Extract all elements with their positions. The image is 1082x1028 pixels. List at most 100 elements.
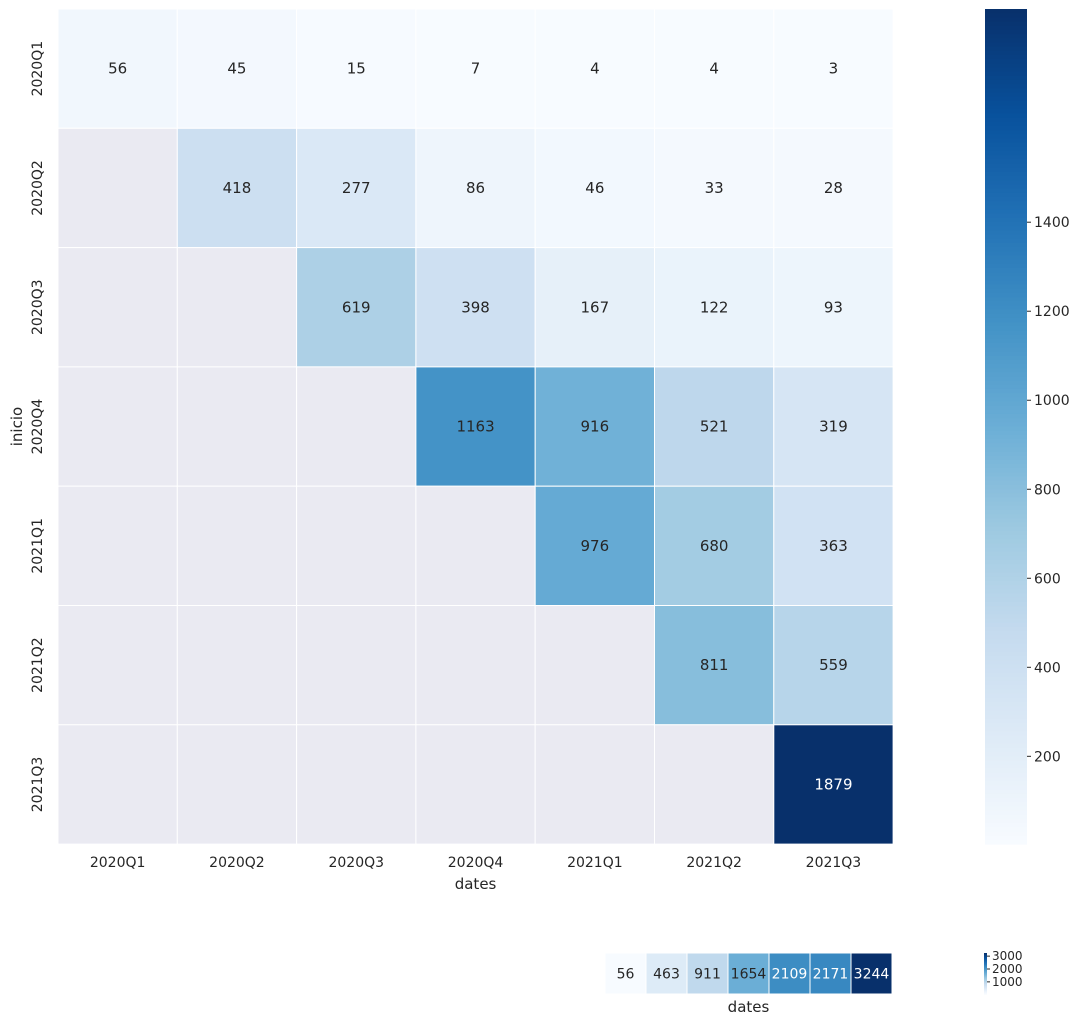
strip-colorbar-segment — [984, 974, 987, 977]
strip-cell — [727, 952, 770, 995]
strip-colorbar-segment — [984, 970, 987, 973]
colorbar-segment — [985, 284, 1027, 290]
colorbar-segment — [985, 522, 1027, 528]
heatmap-missing-cell — [57, 724, 178, 845]
colorbar-segment — [985, 21, 1027, 27]
colorbar-segment — [985, 597, 1027, 603]
colorbar-segment — [985, 589, 1027, 595]
strip-colorbar-segment — [984, 981, 987, 984]
strip-colorbar-segment — [984, 965, 987, 967]
colorbar-segment — [985, 802, 1027, 808]
heatmap-missing-cell — [296, 485, 417, 607]
colorbar-segment — [985, 230, 1027, 236]
colorbar-segment — [985, 88, 1027, 94]
colorbar-segment — [985, 46, 1027, 52]
strip-colorbar-segment — [984, 992, 987, 995]
heatmap-missing-cell — [415, 485, 536, 607]
colorbar-segment — [985, 752, 1027, 757]
colorbar-segment — [985, 17, 1027, 23]
strip-colorbar-segment — [984, 966, 987, 968]
heatmap-missing-cell — [57, 366, 178, 487]
colorbar-segment — [985, 176, 1027, 181]
colorbar-segment — [985, 447, 1027, 453]
colorbar-tick-label: 1000 — [1034, 393, 1070, 409]
heatmap-cell-label: 56 — [108, 60, 127, 78]
colorbar-segment — [985, 773, 1027, 778]
heatmap-missing-cell — [534, 724, 656, 845]
colorbar-segment — [985, 96, 1027, 102]
strip-colorbar-segment — [984, 976, 987, 979]
colorbar-segment — [985, 338, 1027, 344]
colorbar-segment — [985, 722, 1027, 728]
strip-colorbar-segment — [984, 959, 987, 961]
heatmap-cell-label: 319 — [819, 418, 848, 436]
x-tick-label: 2020Q4 — [448, 855, 504, 871]
colorbar-segment — [985, 155, 1027, 160]
strip-colorbar-segment — [984, 986, 987, 989]
heatmap-cell-label: 398 — [461, 298, 490, 316]
colorbar-segment — [985, 363, 1027, 369]
colorbar-tick-label: 400 — [1034, 660, 1061, 676]
heatmap-cell — [415, 366, 536, 487]
colorbar-segment — [985, 426, 1027, 432]
y-tick-label: 2020Q2 — [30, 160, 46, 216]
colorbar-segment — [985, 530, 1027, 536]
strip-colorbar-segment — [984, 971, 987, 974]
colorbar-segment — [985, 493, 1027, 499]
strip-colorbar-segment — [984, 968, 987, 970]
colorbar-segment — [985, 150, 1027, 156]
colorbar-segment — [985, 631, 1027, 636]
colorbar-segment — [985, 697, 1027, 703]
y-axis-label: inicio — [8, 407, 26, 446]
colorbar-segment — [985, 618, 1027, 624]
heatmap-cell — [415, 127, 536, 249]
colorbar-segment — [985, 301, 1027, 307]
colorbar-segment — [985, 171, 1027, 177]
strip-cell — [768, 952, 811, 995]
colorbar-segment — [985, 67, 1027, 73]
heatmap-missing-cell — [57, 127, 178, 249]
colorbar-segment — [985, 201, 1027, 206]
strip-cell — [645, 952, 688, 995]
colorbar-segment — [985, 100, 1027, 106]
colorbar-segment — [985, 472, 1027, 478]
colorbar-segment — [985, 430, 1027, 436]
colorbar-segment — [985, 480, 1027, 486]
heatmap-cell-label: 86 — [466, 179, 485, 197]
strip-colorbar-segment — [984, 991, 987, 994]
colorbar-segment — [985, 305, 1027, 311]
colorbar-segment — [985, 251, 1027, 256]
colorbar-segment — [985, 242, 1027, 248]
colorbar-segment — [985, 727, 1027, 732]
x-tick-label: 2020Q3 — [328, 855, 384, 871]
heatmap-cell-label: 46 — [585, 179, 604, 197]
colorbar-segment — [985, 351, 1027, 357]
heatmap-cell-label: 277 — [342, 179, 371, 197]
strip-colorbar-segment — [984, 980, 987, 983]
colorbar-segment — [985, 718, 1027, 724]
colorbar-segment — [985, 814, 1027, 820]
strip-colorbar-segment — [984, 957, 987, 959]
strip-cell-label: 911 — [694, 967, 721, 983]
colorbar-segment — [985, 167, 1027, 173]
heatmap-cell-label: 418 — [223, 179, 252, 197]
heatmap-cell — [57, 8, 178, 129]
colorbar-segment — [985, 38, 1027, 43]
strip-colorbar-segment — [984, 979, 987, 982]
heatmap-cell-label: 976 — [581, 537, 610, 555]
colorbar-segment — [985, 75, 1027, 81]
colorbar-segment — [985, 188, 1027, 194]
colorbar-segment — [985, 489, 1027, 494]
colorbar-segment — [985, 555, 1027, 561]
strip-colorbar-segment — [984, 977, 987, 980]
strip-cell-label: 1654 — [731, 967, 767, 983]
strip-colorbar-segment — [984, 985, 987, 988]
colorbar-segment — [985, 585, 1027, 590]
y-tick-label: 2021Q1 — [30, 518, 46, 574]
colorbar-segment — [985, 184, 1027, 190]
colorbar-segment — [985, 13, 1027, 18]
strip-cell-label: 3244 — [854, 967, 890, 983]
colorbar-tick-label: 200 — [1034, 749, 1061, 765]
colorbar-segment — [985, 468, 1027, 474]
colorbar-segment — [985, 677, 1027, 682]
